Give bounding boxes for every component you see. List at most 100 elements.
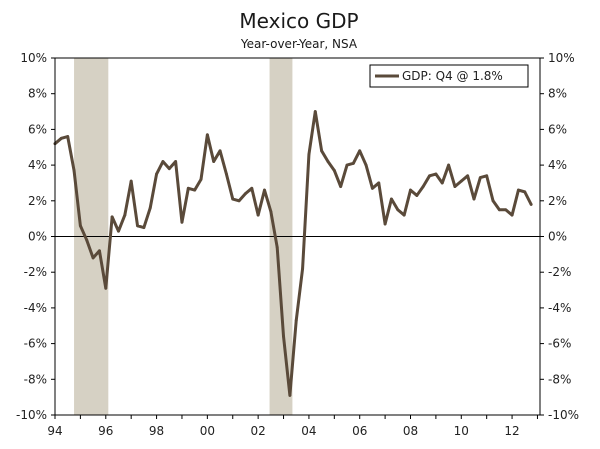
data-point [345,163,349,167]
data-point [472,197,476,201]
data-point [180,220,184,224]
y-tick-label-right: 4% [548,158,567,172]
data-point [428,174,431,178]
data-point [320,149,324,153]
y-tick-label-right: 8% [548,87,567,101]
x-tick-label: 94 [47,424,62,438]
data-point [377,181,381,185]
y-tick-label-left: -4% [24,301,47,315]
y-tick-label-left: -2% [24,265,47,279]
data-point [390,197,393,201]
data-point [117,229,120,233]
data-point [453,185,457,188]
data-point [529,202,533,206]
data-point [218,149,222,153]
data-point [440,181,444,185]
data-point [294,318,298,322]
data-point [231,197,235,201]
data-point [396,208,400,212]
data-point [186,186,190,190]
data-point [225,172,228,176]
y-tick-label-left: -10% [16,408,47,422]
data-point [148,206,152,210]
data-point [205,133,209,137]
legend-box [369,64,529,88]
data-point [415,194,419,197]
tick-marks [51,57,544,419]
x-tick-labels: 94 96 98 00 02 04 06 08 10 12 [47,424,519,438]
data-point [193,188,197,192]
data-point [212,160,216,163]
y-tick-labels-left: -10% -8% -6% -4% -2% 0% 2% 4% 6% 8% 10% [16,51,47,422]
data-point [504,208,508,212]
y-tick-label-right: 6% [548,122,567,136]
data-point [123,213,127,217]
legend: GDP: Q4 @ 1.8% [369,64,529,88]
y-tick-label-right: -10% [548,408,579,422]
data-point [313,110,317,113]
data-point [339,185,343,188]
data-point [199,177,203,181]
data-point [244,192,247,196]
data-point [523,190,527,194]
data-point [275,245,279,249]
data-point [332,169,336,172]
x-tick-label: 02 [251,424,266,438]
data-point [78,224,82,228]
y-tick-label-right: -6% [548,337,571,351]
y-tick-label-left: 4% [28,158,47,172]
x-tick-label: 12 [504,424,519,438]
data-point [510,213,514,217]
series-line-gdp [53,110,533,397]
chart-title: Mexico GDP [239,9,358,33]
y-tick-labels-right: -10% -8% -6% -4% -2% 0% 2% 4% 6% 8% 10% [548,51,579,422]
data-point [497,208,501,212]
data-point [174,160,178,163]
data-point [263,188,266,192]
data-point [269,210,273,213]
data-point [364,163,368,167]
data-point [491,199,495,203]
data-point [434,172,438,176]
data-point [402,213,406,217]
data-point [371,186,374,190]
data-point [91,256,95,260]
data-point [383,222,387,226]
y-tick-label-left: 6% [28,122,47,136]
series-layer [53,110,533,397]
data-point [104,286,108,290]
data-point [485,174,489,178]
chart-subtitle: Year-over-Year, NSA [240,37,358,51]
data-point [301,267,304,271]
data-point [85,238,89,242]
data-point [59,136,63,140]
x-tick-label: 00 [200,424,215,438]
x-tick-label: 06 [352,424,367,438]
x-tick-label: 10 [454,424,469,438]
data-point [409,188,412,192]
y-tick-label-right: -8% [548,372,571,386]
data-point [478,176,482,179]
data-point [66,135,70,138]
legend-label: GDP: Q4 @ 1.8% [402,69,503,83]
data-point [326,160,330,163]
y-tick-label-left: 0% [28,230,47,244]
data-point [161,160,165,163]
data-point [351,161,355,165]
data-point [142,226,146,229]
data-point [288,393,292,397]
x-tick-label: 08 [403,424,418,438]
data-point [459,179,463,183]
y-tick-label-left: 8% [28,87,47,101]
data-point [307,152,311,156]
y-tick-label-left: 2% [28,194,47,208]
data-point [129,179,133,183]
data-point [358,149,362,153]
data-point [517,188,520,192]
data-point [237,199,241,203]
data-point [250,186,254,190]
data-point [256,213,260,217]
y-tick-label-right: 2% [548,194,567,208]
y-tick-label-left: -6% [24,337,47,351]
